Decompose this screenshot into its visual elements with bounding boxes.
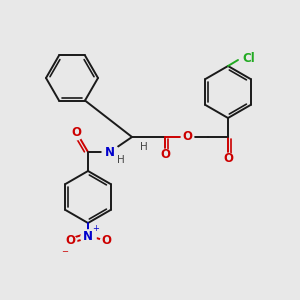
Text: Cl: Cl <box>242 52 255 64</box>
Text: +: + <box>92 224 99 233</box>
Text: O: O <box>101 235 111 248</box>
Text: −: − <box>61 247 68 256</box>
Text: O: O <box>65 235 75 248</box>
Text: H: H <box>140 142 148 152</box>
Text: O: O <box>182 130 192 143</box>
Text: N: N <box>105 146 115 158</box>
Text: N: N <box>83 230 93 244</box>
Text: O: O <box>71 127 81 140</box>
Text: O: O <box>223 152 233 166</box>
Text: O: O <box>160 148 170 161</box>
Text: H: H <box>117 155 125 165</box>
